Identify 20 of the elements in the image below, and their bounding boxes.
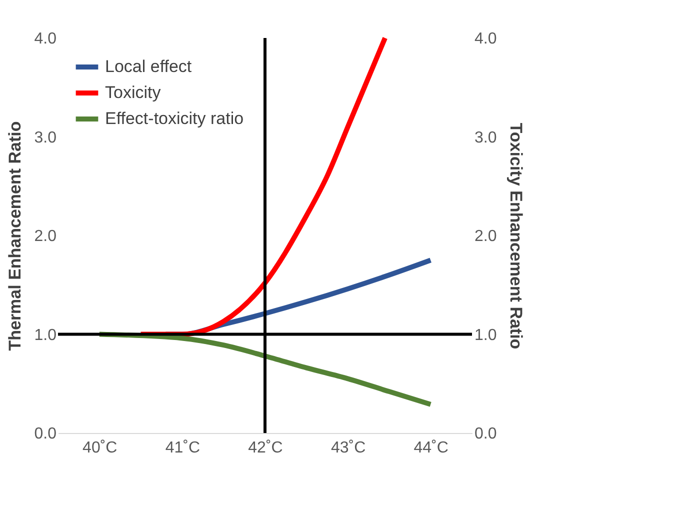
y-tick-label: 3.0 (34, 129, 57, 146)
legend-label: Toxicity (105, 83, 162, 102)
x-tick-label: 43˚C (330, 440, 366, 456)
legend-label: Effect-toxicity ratio (105, 109, 244, 128)
y2-tick-label: 4.0 (474, 30, 497, 48)
y-tick-label: 4.0 (34, 30, 57, 48)
x-tick-label: 40˚C (82, 440, 118, 456)
y2-tick-label: 1.0 (474, 326, 497, 344)
y2-tick-label: 0.0 (474, 426, 497, 442)
y2-axis-title: Toxicity Enhancement Ratio (506, 122, 526, 350)
x-tick-label: 42˚C (248, 440, 283, 456)
y2-tick-label: 3.0 (474, 129, 497, 146)
y-tick-label: 0.0 (34, 426, 57, 442)
y-tick-label: 2.0 (34, 228, 57, 245)
y-axis-title: Thermal Enhancement Ratio (5, 121, 24, 351)
x-tick-label: 44˚C (414, 440, 448, 456)
x-tick-label: 41˚C (165, 440, 200, 456)
y2-tick-label: 2.0 (474, 228, 497, 245)
legend-label: Local effect (105, 57, 192, 76)
y-tick-label: 1.0 (34, 326, 57, 344)
